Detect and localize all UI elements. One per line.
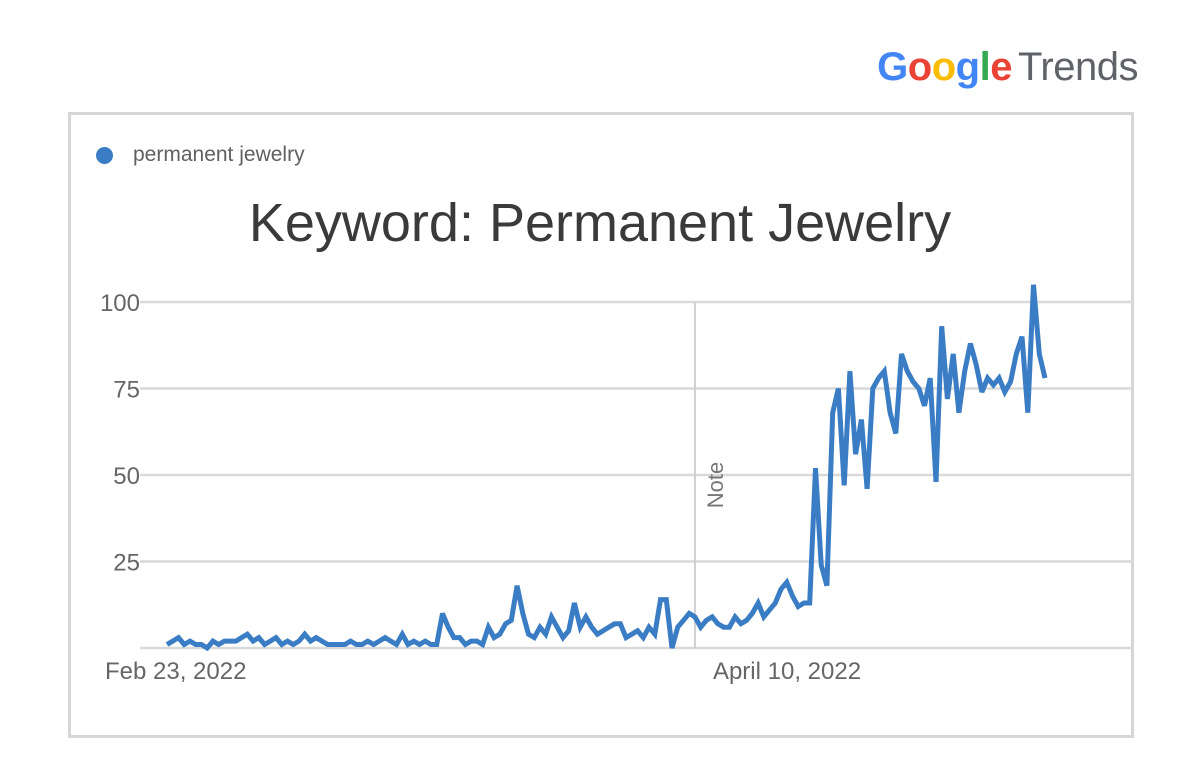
y-tick-label: 75 xyxy=(113,377,140,404)
x-tick-label: April 10, 2022 xyxy=(713,658,861,685)
google-letter: g xyxy=(955,45,980,89)
y-tick-label: 100 xyxy=(100,290,140,317)
y-tick-label: 25 xyxy=(113,550,140,577)
legend: permanent jewelry xyxy=(96,143,305,167)
y-tick-label: 50 xyxy=(113,463,140,490)
series-line-permanent-jewelry xyxy=(165,284,1048,652)
trends-wordmark: Trends xyxy=(1017,45,1139,89)
google-wordmark: Google xyxy=(877,45,1012,89)
google-letter: e xyxy=(990,45,1012,89)
google-trends-logo: Google Trends xyxy=(877,45,1138,90)
google-letter: o xyxy=(907,45,932,89)
google-letter: G xyxy=(877,45,908,89)
x-tick-label: Feb 23, 2022 xyxy=(105,658,246,685)
annotation-label: Note xyxy=(703,462,728,508)
google-letter: l xyxy=(979,45,991,89)
legend-swatch xyxy=(96,146,113,164)
chart-title: Keyword: Permanent Jewelry xyxy=(248,193,952,253)
legend-label: permanent jewelry xyxy=(133,143,305,166)
google-letter: o xyxy=(931,45,956,89)
